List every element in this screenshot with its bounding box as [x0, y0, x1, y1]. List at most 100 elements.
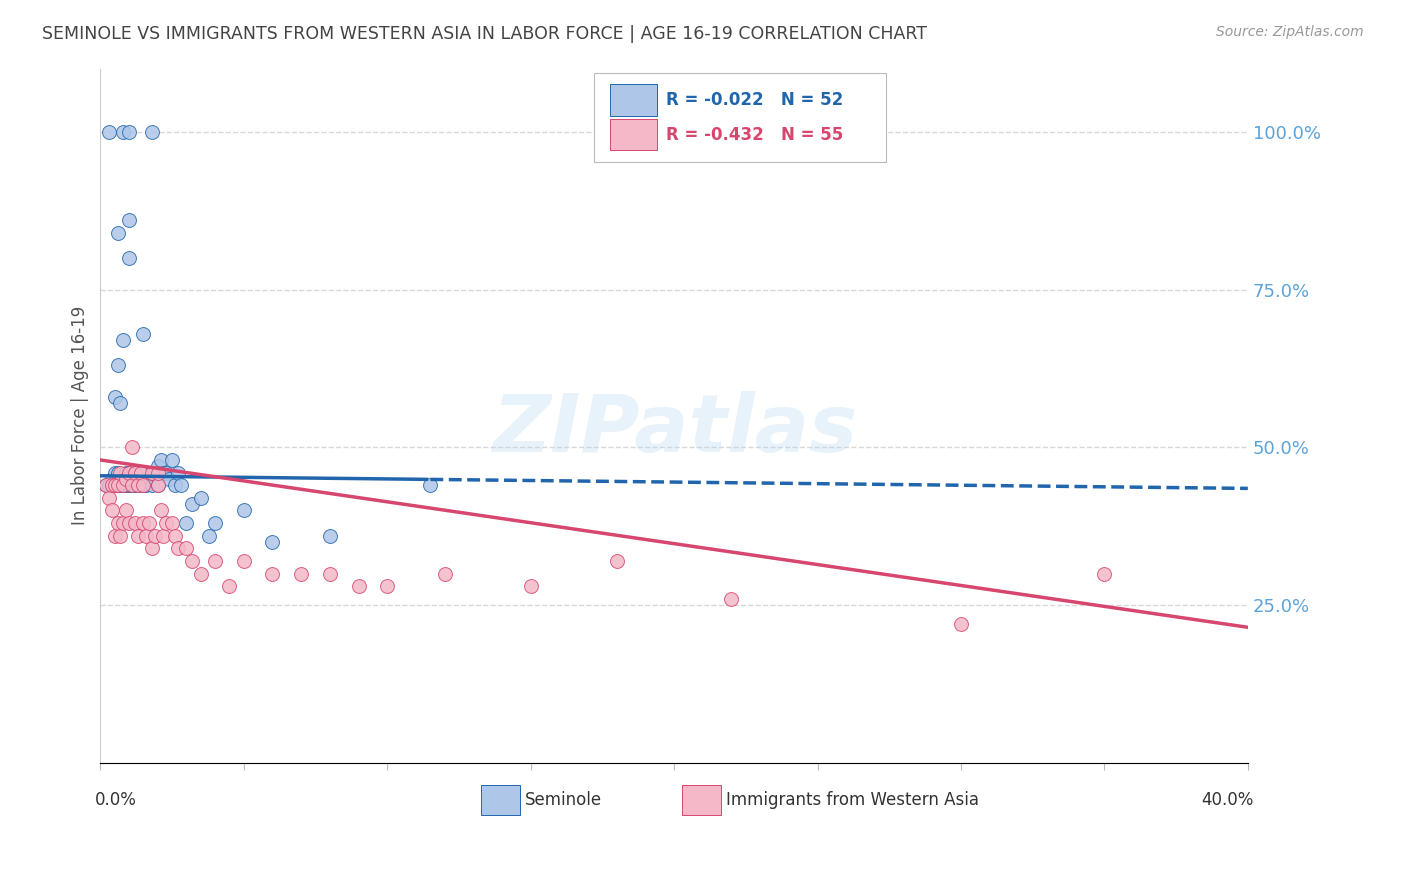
Point: [204, 554, 226, 568]
Point: [104, 478, 127, 492]
Point: [163, 478, 186, 492]
Point: [132, 478, 155, 492]
Text: R = -0.022   N = 52: R = -0.022 N = 52: [666, 91, 844, 109]
Point: [170, 478, 193, 492]
Point: [115, 466, 138, 480]
Point: [319, 529, 342, 543]
Point: [112, 478, 135, 492]
Point: [94, 478, 117, 492]
Point: [181, 554, 204, 568]
Point: [163, 529, 186, 543]
Point: [606, 554, 628, 568]
Point: [110, 478, 132, 492]
Point: [121, 441, 143, 455]
Point: [107, 478, 129, 492]
Point: [141, 541, 163, 556]
Point: [97, 125, 120, 139]
Point: [132, 516, 155, 530]
Point: [262, 535, 284, 549]
Point: [149, 503, 172, 517]
Point: [104, 478, 127, 492]
Point: [101, 478, 124, 492]
Point: [118, 125, 141, 139]
Point: [433, 566, 456, 581]
Point: [143, 466, 166, 480]
Point: [121, 478, 143, 492]
Text: ZIPatlas: ZIPatlas: [492, 391, 856, 468]
Point: [132, 478, 155, 492]
Y-axis label: In Labor Force | Age 16-19: In Labor Force | Age 16-19: [72, 306, 89, 525]
Point: [110, 529, 132, 543]
Point: [160, 453, 183, 467]
Point: [347, 579, 370, 593]
Point: [152, 466, 174, 480]
Text: SEMINOLE VS IMMIGRANTS FROM WESTERN ASIA IN LABOR FORCE | AGE 16-19 CORRELATION : SEMINOLE VS IMMIGRANTS FROM WESTERN ASIA…: [42, 25, 927, 43]
Point: [375, 579, 398, 593]
Point: [97, 478, 120, 492]
Point: [124, 466, 146, 480]
Point: [146, 466, 169, 480]
Point: [132, 326, 155, 341]
Point: [121, 478, 143, 492]
Point: [141, 466, 163, 480]
Point: [107, 226, 129, 240]
Point: [149, 453, 172, 467]
Point: [146, 478, 169, 492]
Point: [198, 529, 221, 543]
Point: [949, 617, 972, 632]
Point: [138, 472, 160, 486]
Point: [115, 472, 138, 486]
Point: [146, 478, 169, 492]
Point: [104, 390, 127, 404]
Point: [121, 478, 143, 492]
Point: [112, 333, 135, 347]
Point: [155, 516, 177, 530]
Point: [319, 566, 342, 581]
Text: 40.0%: 40.0%: [1201, 791, 1254, 809]
Point: [118, 466, 141, 480]
Point: [190, 491, 212, 505]
Point: [141, 125, 163, 139]
Point: [124, 466, 146, 480]
Point: [132, 466, 155, 480]
Point: [104, 466, 127, 480]
Point: [141, 466, 163, 480]
Point: [127, 478, 149, 492]
Point: [101, 503, 124, 517]
Point: [262, 566, 284, 581]
Point: [97, 478, 120, 492]
Point: [138, 516, 160, 530]
Point: [135, 529, 157, 543]
Point: [112, 478, 135, 492]
Point: [146, 459, 169, 474]
Point: [127, 529, 149, 543]
Point: [1092, 566, 1115, 581]
Point: [107, 516, 129, 530]
Point: [94, 478, 117, 492]
Point: [157, 472, 180, 486]
FancyBboxPatch shape: [682, 785, 721, 815]
Point: [118, 251, 141, 265]
Point: [141, 478, 163, 492]
Point: [290, 566, 312, 581]
Point: [176, 516, 198, 530]
Point: [129, 466, 152, 480]
Text: R = -0.432   N = 55: R = -0.432 N = 55: [666, 126, 844, 144]
Point: [107, 358, 129, 372]
Point: [166, 541, 188, 556]
Point: [101, 472, 124, 486]
Point: [124, 516, 146, 530]
FancyBboxPatch shape: [593, 73, 886, 162]
Point: [135, 478, 157, 492]
Text: Seminole: Seminole: [524, 791, 602, 809]
Point: [176, 541, 198, 556]
Text: Source: ZipAtlas.com: Source: ZipAtlas.com: [1216, 25, 1364, 39]
Point: [218, 579, 240, 593]
Text: Immigrants from Western Asia: Immigrants from Western Asia: [725, 791, 979, 809]
Point: [143, 529, 166, 543]
Point: [110, 396, 132, 410]
Point: [104, 529, 127, 543]
Point: [166, 466, 188, 480]
Point: [419, 478, 441, 492]
Point: [204, 516, 226, 530]
